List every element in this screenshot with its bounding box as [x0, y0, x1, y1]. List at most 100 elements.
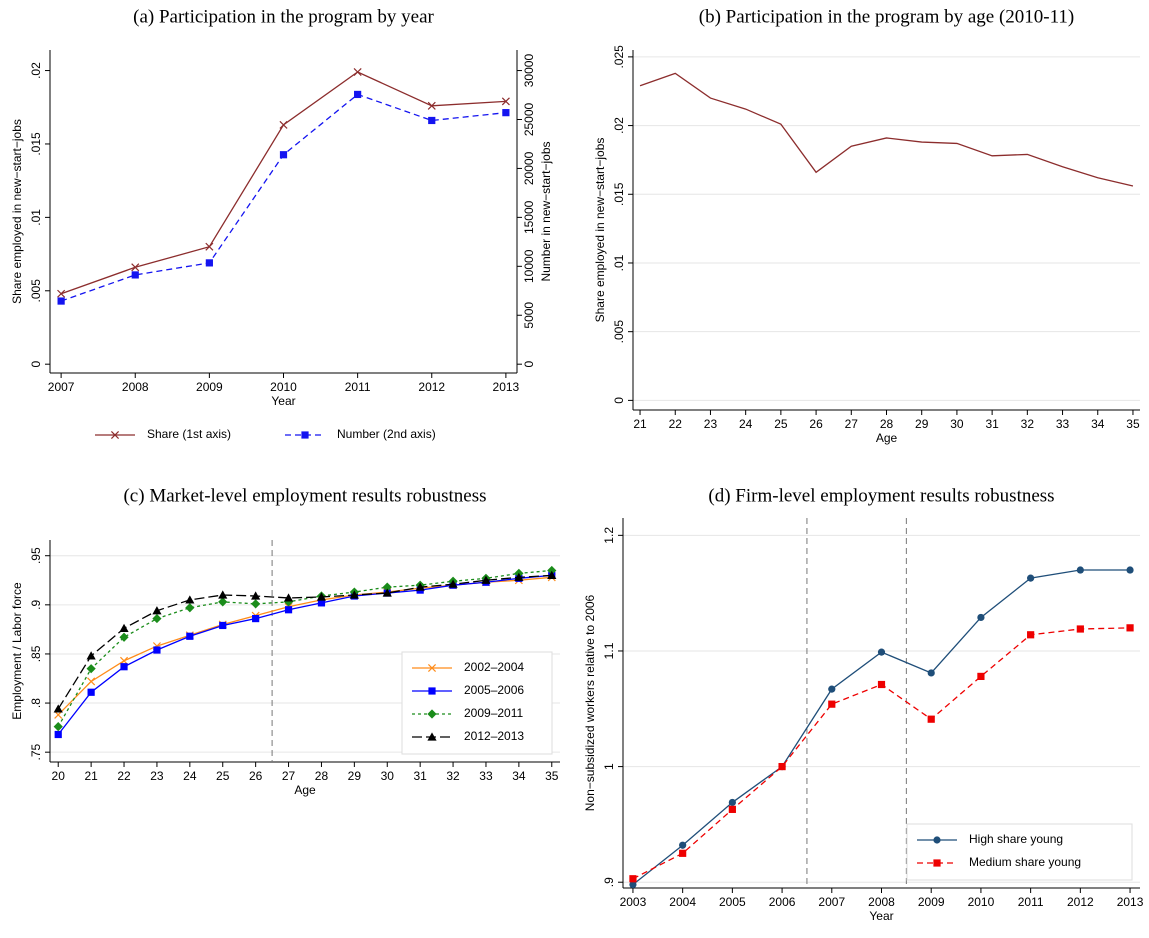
marker	[218, 590, 228, 599]
y-tick-label: 0	[612, 397, 626, 404]
y-tick-label: .025	[612, 45, 626, 69]
legend-label: Share (1st axis)	[147, 427, 231, 441]
y-tick-label: .95	[29, 547, 43, 564]
chart-title: (b) Participation in the program by age …	[699, 6, 1075, 27]
marker	[119, 623, 129, 633]
legend-marker	[428, 687, 436, 695]
x-axis-label: Age	[294, 783, 316, 797]
x-tick-label: 2007	[818, 895, 845, 909]
y2-tick-label: 5000	[522, 302, 536, 329]
marker	[977, 613, 985, 622]
x-tick-label: 2009	[918, 895, 945, 909]
marker	[778, 762, 786, 771]
y-tick-label: 1	[602, 763, 616, 770]
marker	[57, 297, 65, 305]
x-tick-label: 2013	[1117, 895, 1144, 909]
marker	[87, 688, 95, 696]
series-line	[60, 71, 506, 295]
x-tick-label: 34	[1091, 417, 1105, 431]
marker	[153, 646, 161, 654]
x-tick-label: 2006	[769, 895, 796, 909]
marker	[185, 595, 195, 604]
y2-tick-label: 25000	[522, 102, 536, 136]
marker	[877, 648, 886, 656]
marker	[382, 582, 392, 592]
marker	[547, 565, 557, 576]
marker	[927, 715, 935, 723]
y-tick-label: .02	[612, 117, 626, 134]
marker	[1126, 624, 1134, 632]
marker	[185, 603, 195, 613]
marker	[279, 120, 288, 129]
y2-tick-label: 0	[522, 361, 536, 368]
marker	[219, 621, 227, 630]
legend-marker	[933, 836, 941, 844]
y-tick-label: 1.1	[602, 642, 616, 659]
y-tick-label: .9	[29, 600, 43, 610]
legend-marker	[110, 430, 120, 440]
x-tick-label: 28	[315, 769, 329, 783]
marker	[629, 880, 637, 889]
y-tick-label: .015	[612, 182, 626, 206]
marker	[152, 606, 162, 615]
legend-marker	[301, 431, 309, 439]
marker	[53, 704, 63, 713]
legend-marker	[427, 663, 437, 673]
x-tick-label: 32	[446, 769, 460, 783]
marker	[481, 575, 491, 584]
y-tick-label: 1.2	[602, 527, 616, 544]
marker	[349, 590, 359, 599]
x-tick-label: 26	[809, 417, 823, 431]
legend-label: 2002–2004	[464, 660, 524, 674]
series-line	[639, 72, 1134, 187]
x-tick-label: 30	[381, 769, 395, 783]
x-tick-label: 35	[1126, 417, 1140, 431]
marker	[86, 651, 96, 660]
legend-label: 2005–2006	[464, 683, 524, 697]
series-line	[57, 574, 552, 735]
marker	[428, 116, 436, 125]
x-tick-label: 2012	[1067, 895, 1094, 909]
x-tick-label: 21	[633, 417, 647, 431]
x-tick-label: 2005	[719, 895, 746, 909]
marker	[279, 151, 288, 159]
legend-label: High share young	[969, 832, 1063, 846]
marker	[1126, 566, 1134, 574]
marker	[629, 875, 637, 883]
marker	[877, 680, 886, 689]
y-axis-label: Share employed in new−start−jobs	[593, 138, 607, 323]
x-tick-label: 30	[950, 417, 964, 431]
y-tick-label: .02	[29, 62, 43, 79]
marker	[87, 677, 96, 686]
x-tick-label: 22	[669, 417, 683, 431]
marker	[284, 606, 293, 614]
marker	[131, 271, 139, 279]
y2-tick-label: 30000	[522, 54, 536, 88]
marker	[448, 579, 458, 588]
x-tick-label: 2008	[122, 380, 149, 394]
marker	[1027, 574, 1035, 582]
x-tick-label: 35	[545, 769, 559, 783]
marker	[353, 67, 362, 77]
x-tick-label: 2008	[868, 895, 895, 909]
y2-tick-label: 15000	[522, 200, 536, 234]
marker	[119, 632, 129, 642]
x-tick-label: 2013	[493, 380, 520, 394]
x-tick-label: 22	[117, 769, 131, 783]
x-tick-label: 24	[183, 769, 197, 783]
chart-title: (d) Firm-level employment results robust…	[708, 485, 1054, 506]
y-axis-label: Share employed in new−start−jobs	[10, 119, 24, 304]
marker	[927, 669, 935, 677]
y-tick-label: .8	[29, 698, 43, 708]
x-tick-label: 27	[845, 417, 859, 431]
x-tick-label: 21	[84, 769, 98, 783]
marker	[354, 90, 362, 99]
x-tick-label: 34	[512, 769, 526, 783]
x-tick-label: 33	[479, 769, 493, 783]
marker	[57, 289, 66, 298]
x-tick-label: 2012	[418, 380, 445, 394]
legend-label: Medium share young	[969, 855, 1081, 869]
marker	[828, 700, 836, 708]
x-tick-label: 20	[52, 769, 66, 783]
